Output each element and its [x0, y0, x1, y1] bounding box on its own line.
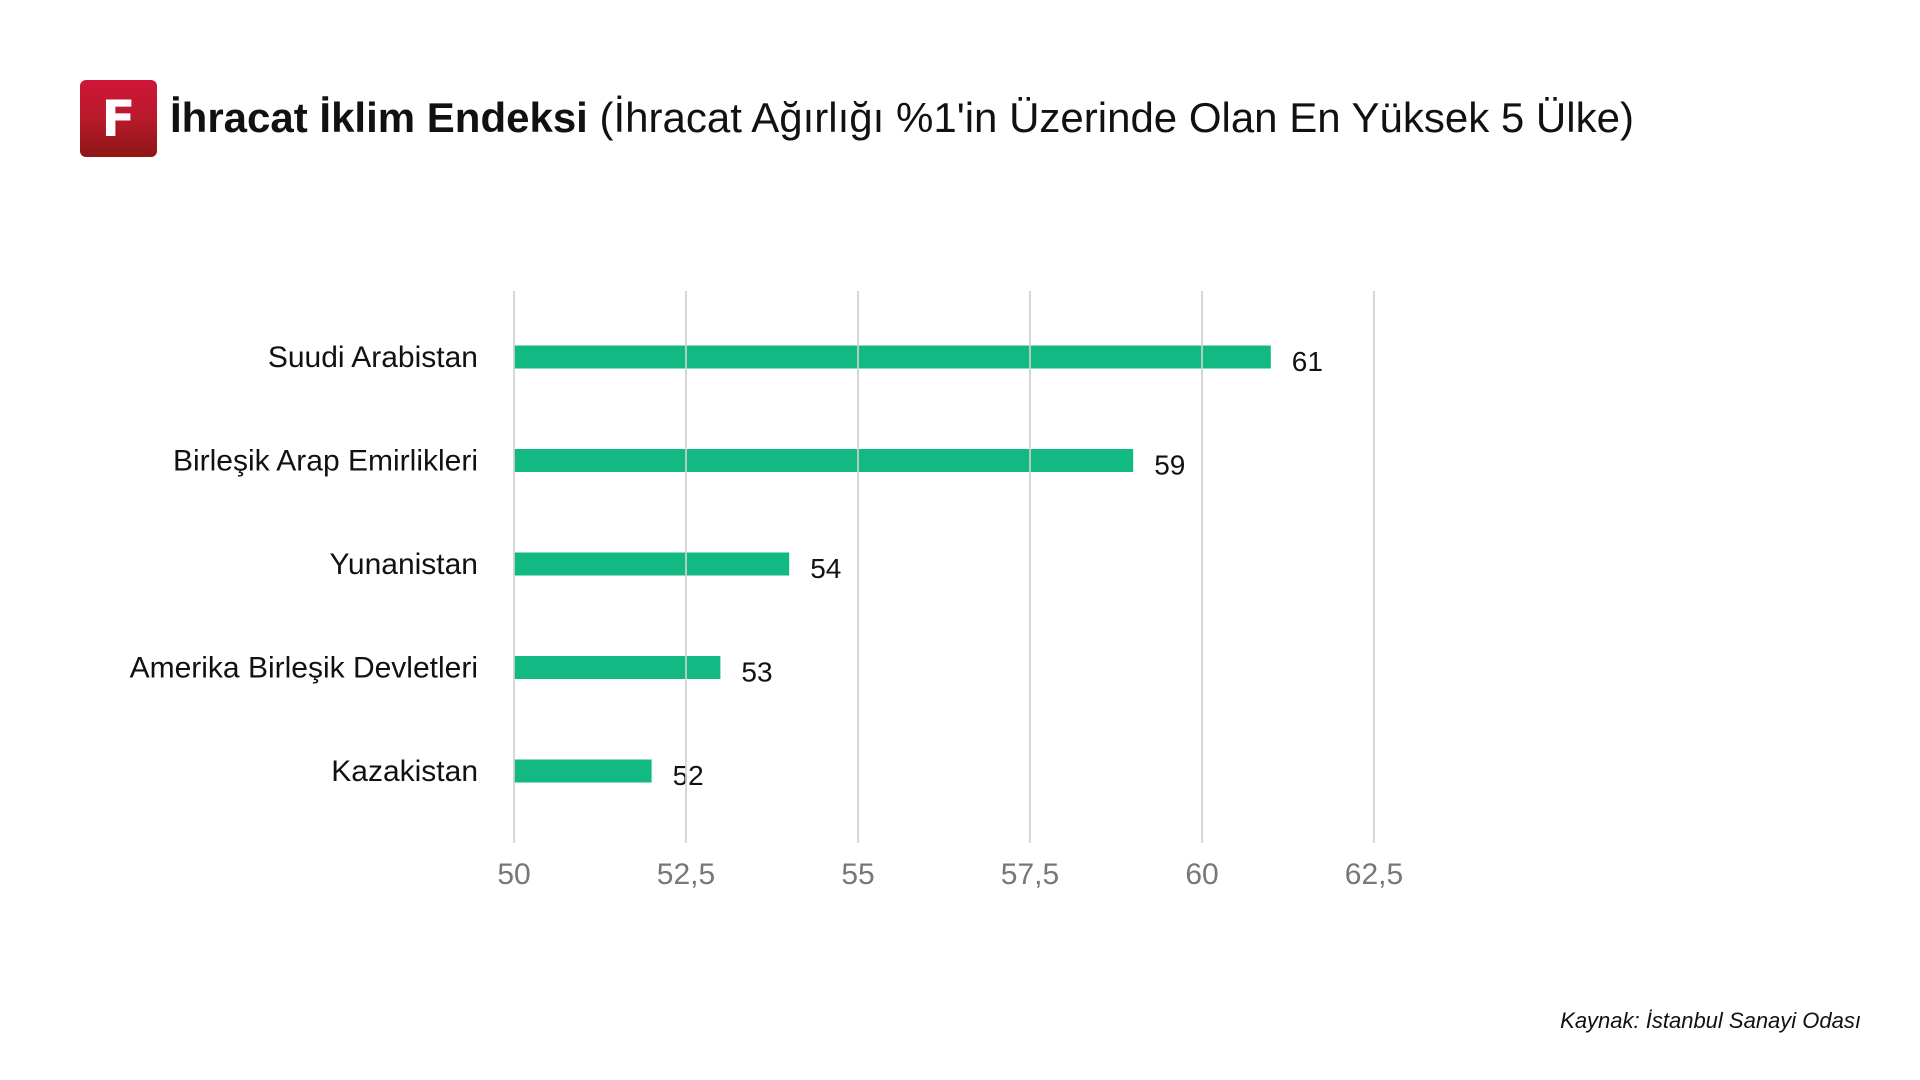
category-label: Suudi Arabistan — [268, 341, 478, 374]
brand-logo: F — [80, 80, 157, 157]
bar — [514, 656, 721, 679]
category-label: Amerika Birleşik Devletleri — [130, 652, 478, 685]
value-label: 61 — [1292, 346, 1323, 377]
logo-letter: F — [101, 89, 136, 148]
category-label: Birleşik Arap Emirlikleri — [173, 445, 478, 478]
x-tick-label: 52,5 — [657, 858, 715, 891]
category-label: Yunanistan — [330, 548, 478, 581]
bar — [514, 345, 1271, 369]
x-tick-label: 50 — [497, 858, 530, 891]
value-label: 52 — [673, 760, 704, 791]
title-subtitle: (İhracat Ağırlığı %1'in Üzerinde Olan En… — [599, 94, 1634, 141]
x-tick-label: 60 — [1185, 858, 1218, 891]
value-label: 59 — [1154, 450, 1185, 481]
x-tick-label: 57,5 — [1001, 858, 1059, 891]
bar — [514, 449, 1134, 472]
chart-title: İhracat İklim Endeksi (İhracat Ağırlığı … — [170, 90, 1634, 146]
bar — [514, 759, 652, 783]
category-label: Kazakistan — [331, 755, 478, 788]
value-label: 54 — [810, 553, 841, 584]
source-note: Kaynak: İstanbul Sanayi Odası — [1560, 1008, 1861, 1033]
x-tick-label: 55 — [841, 858, 874, 891]
title-bold: İhracat İklim Endeksi — [170, 94, 588, 141]
bar — [514, 552, 790, 576]
value-label: 53 — [741, 657, 772, 688]
x-tick-label: 62,5 — [1345, 858, 1403, 891]
